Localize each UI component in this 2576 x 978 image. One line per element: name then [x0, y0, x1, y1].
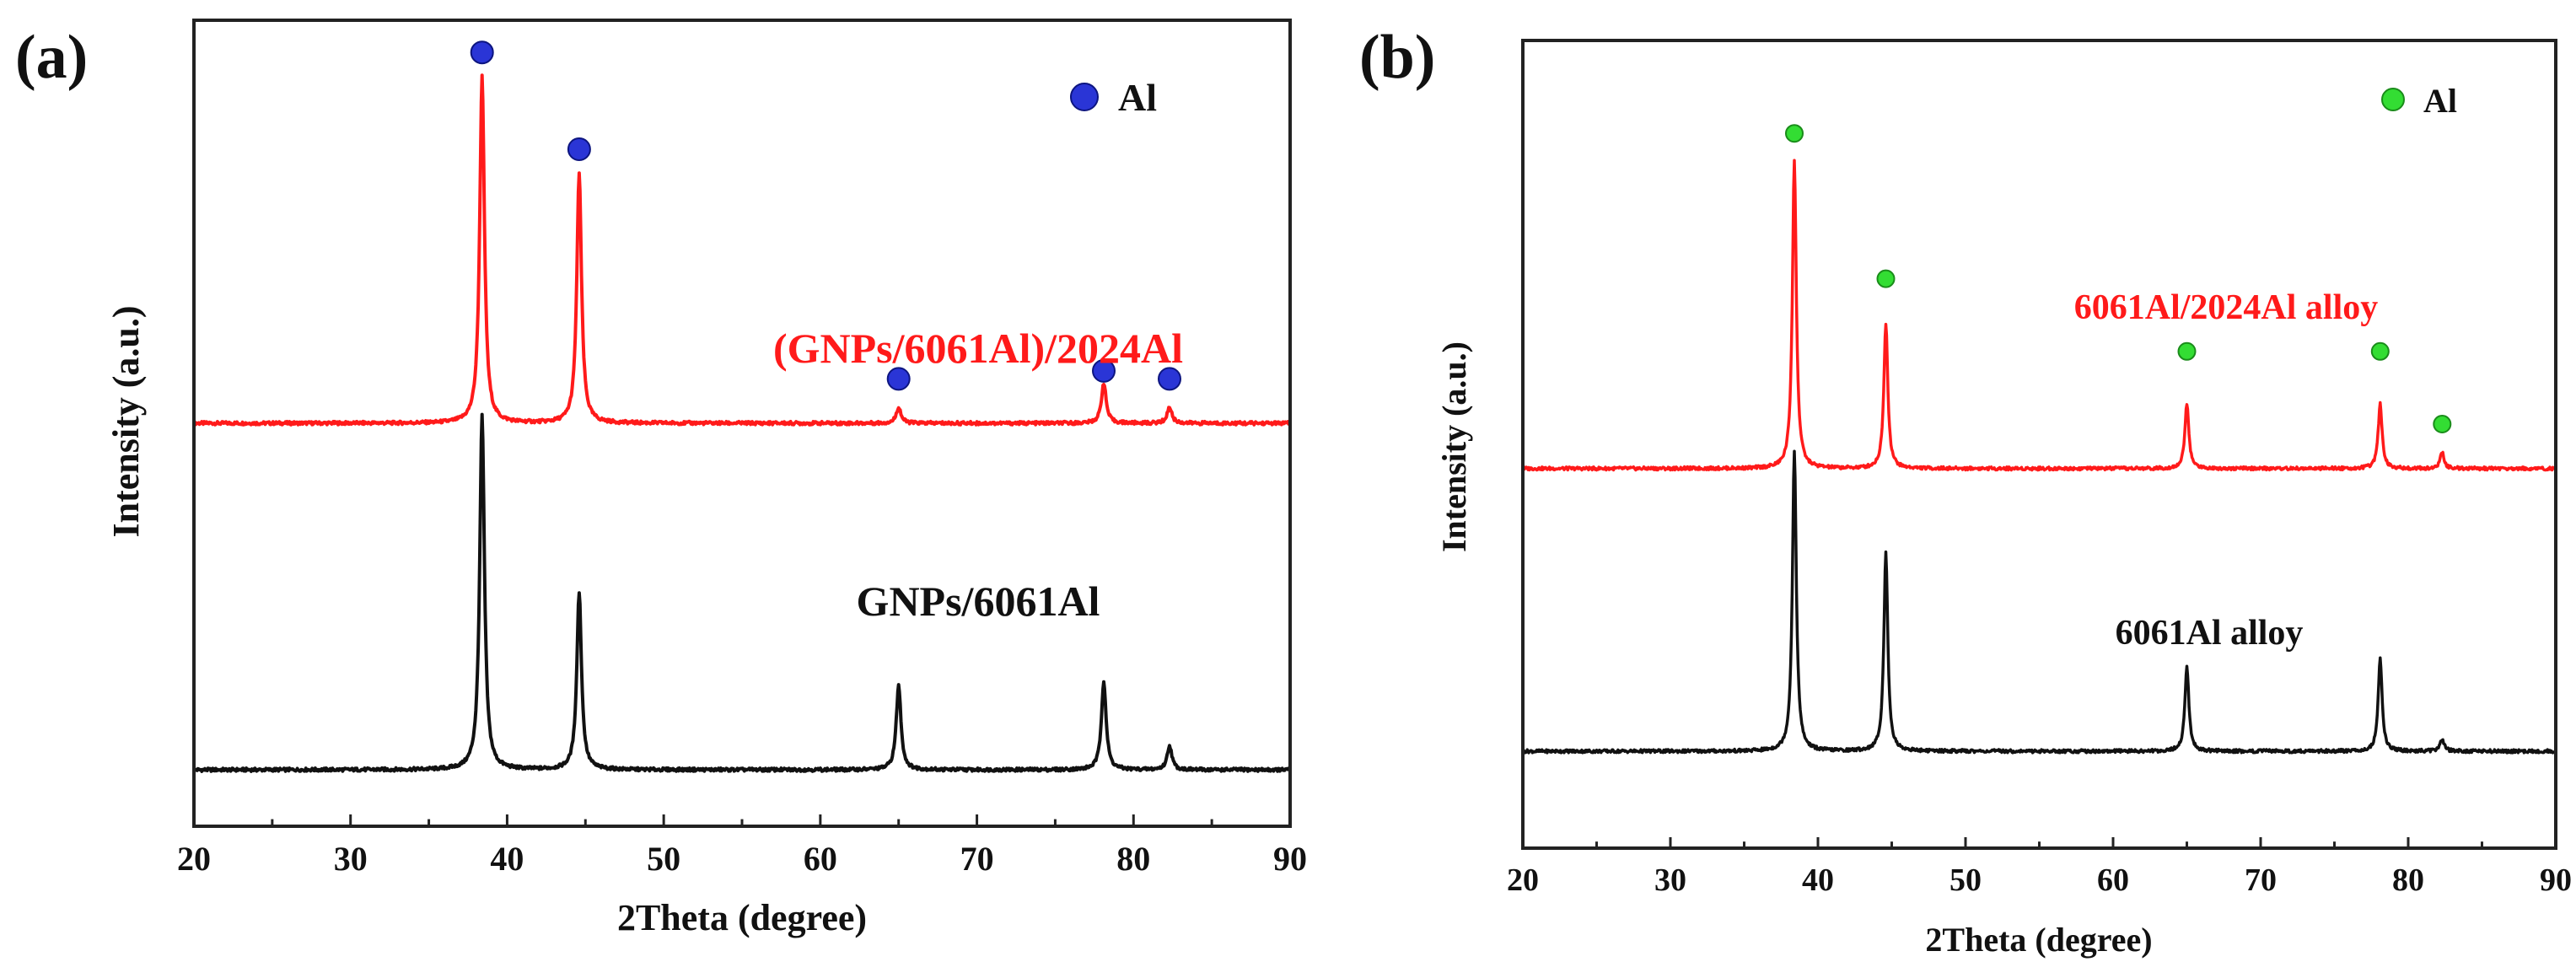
- panel-b-x-axis: 20 30 40 50 60 70 80 90: [1507, 837, 2572, 898]
- panel-a-label: (a): [15, 23, 88, 92]
- panel-b: (b) 20 30 40 50 60 70 80 90 2Theta (degree) Int…: [1359, 23, 2572, 959]
- panel-b-x-tick-label: 40: [1802, 862, 1834, 898]
- panel-a-series-label-red: (GNPs/6061Al)/2024Al: [773, 325, 1183, 372]
- panel-b-y-axis-title: Intensity (a.u.): [1435, 341, 1473, 552]
- panel-b-al-peak-marker: [1785, 124, 1804, 143]
- panel-b-x-tick-label: 70: [2245, 862, 2277, 898]
- panel-a-x-tick-label: 60: [804, 840, 837, 878]
- panel-a-x-tick-label: 30: [334, 840, 368, 878]
- panel-b-x-tick-label: 50: [1949, 862, 1982, 898]
- panel-b-al-peak-marker: [2433, 415, 2452, 433]
- panel-a-series-red-line: [192, 73, 1292, 427]
- panel-a-al-peak-marker: [1092, 358, 1116, 383]
- panel-b-legend-marker: [2381, 88, 2405, 111]
- panel-b-legend-label: Al: [2423, 82, 2457, 120]
- panel-a-x-tick-label: 80: [1116, 840, 1150, 878]
- panel-b-x-axis-title: 2Theta (degree): [1925, 921, 2152, 959]
- panel-a-legend-label: Al: [1118, 76, 1157, 119]
- panel-a-al-peak-marker: [470, 40, 494, 65]
- panel-b-x-tick-label: 60: [2097, 862, 2129, 898]
- panel-a-y-axis-title: Intensity (a.u.): [105, 305, 147, 537]
- panel-a-legend-marker: [1070, 83, 1099, 111]
- panel-a: (a) 20 30 40 50 60 70 80 90 2Theta (degree) Int…: [15, 19, 1307, 938]
- panel-a-x-axis-title: 2Theta (degree): [617, 897, 867, 938]
- panel-b-x-tick-label: 90: [2540, 862, 2572, 898]
- panel-a-x-tick-label: 40: [490, 840, 524, 878]
- panel-a-al-peak-marker: [886, 367, 911, 391]
- panel-a-x-tick-label: 50: [647, 840, 680, 878]
- panel-b-plot: [1521, 124, 2557, 755]
- panel-a-x-tick-label: 90: [1273, 840, 1307, 878]
- panel-a-al-peak-marker: [567, 137, 591, 161]
- panel-a-series-label-black: GNPs/6061Al: [857, 578, 1100, 625]
- panel-b-series-black-line: [1521, 449, 2557, 755]
- panel-b-x-tick-label: 30: [1654, 862, 1686, 898]
- panel-b-al-peak-marker: [2177, 341, 2197, 361]
- panel-a-al-peak-marker: [1158, 367, 1181, 391]
- panel-a-series-black-line: [192, 412, 1292, 773]
- panel-a-x-tick-label: 70: [960, 840, 994, 878]
- panel-a-x-axis: 20 30 40 50 60 70 80 90: [177, 814, 1307, 878]
- panel-a-plot: [192, 40, 1292, 773]
- panel-b-al-peak-marker: [2370, 341, 2390, 361]
- panel-b-x-tick-label: 80: [2392, 862, 2424, 898]
- panel-b-series-red-line: [1522, 159, 2557, 472]
- panel-b-label: (b): [1359, 23, 1435, 92]
- panel-b-al-peak-marker: [1876, 269, 1896, 288]
- panel-b-series-label-red: 6061Al/2024Al alloy: [2074, 288, 2379, 327]
- panel-b-series-label-black: 6061Al alloy: [2116, 614, 2304, 653]
- panel-a-x-tick-label: 20: [177, 840, 211, 878]
- panel-b-x-tick-label: 20: [1507, 862, 1539, 898]
